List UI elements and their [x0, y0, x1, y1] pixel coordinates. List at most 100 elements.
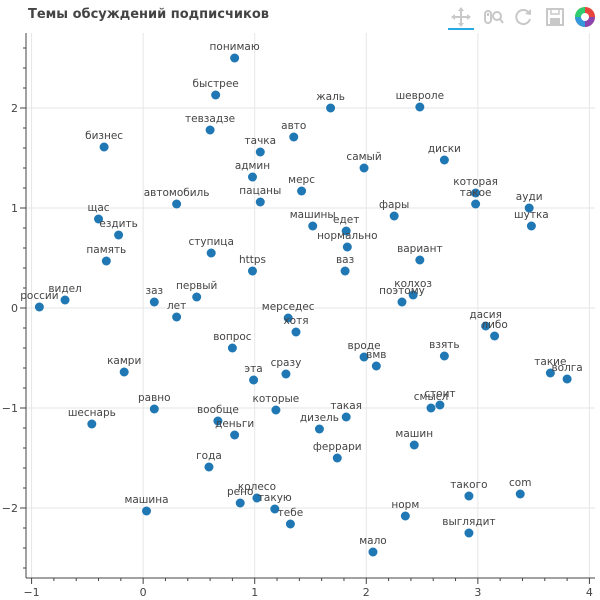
point-label: поэтому [379, 285, 425, 297]
data-point [285, 519, 295, 529]
point-label: вопрос [213, 331, 252, 343]
data-point [524, 203, 534, 213]
data-point [94, 214, 104, 224]
point-label: камри [107, 355, 141, 367]
data-point [291, 327, 301, 337]
point-label: мерседес [262, 301, 315, 313]
save-icon[interactable] [542, 4, 568, 30]
y-tick-label: −1 [2, 402, 18, 415]
point-label: машины [290, 209, 336, 221]
data-point [340, 266, 350, 276]
data-point [172, 199, 182, 209]
data-point [213, 416, 223, 426]
data-point [439, 351, 449, 361]
point-label: деньги [215, 418, 254, 430]
data-point [408, 290, 418, 300]
point-label: такие [534, 356, 566, 368]
data-point [252, 493, 262, 503]
x-tick-label: 1 [251, 586, 258, 599]
point-label: диски [428, 143, 461, 155]
y-tick-label: 1 [11, 202, 18, 215]
point-label: эта [244, 363, 262, 375]
point-label: нормально [317, 230, 378, 242]
data-point [368, 547, 378, 557]
data-point [281, 369, 291, 379]
x-tick-label: 4 [586, 586, 593, 599]
point-label: такого [450, 479, 487, 491]
point-label: https [239, 254, 266, 266]
point-label: фары [379, 199, 409, 211]
point-label: вмв [366, 349, 386, 361]
point-label: волга [551, 362, 582, 374]
point-label: норм [391, 499, 419, 511]
point-label: машин [395, 428, 433, 440]
data-point [464, 528, 474, 538]
data-point [409, 440, 419, 450]
point-label: года [196, 450, 222, 462]
bokeh-logo-icon[interactable] [572, 4, 598, 30]
data-point [172, 312, 182, 322]
point-label: лет [167, 300, 186, 312]
data-point [119, 367, 129, 377]
y-tick-label: 2 [11, 102, 18, 115]
point-label: дизель [300, 412, 339, 424]
point-label: рено [227, 486, 253, 498]
point-label: авто [281, 120, 306, 132]
point-label: взять [429, 339, 459, 351]
data-point [415, 255, 425, 265]
data-point [60, 295, 70, 305]
data-point [99, 142, 109, 152]
point-label: хотя [283, 315, 308, 327]
data-point [481, 321, 491, 331]
point-label: едет [333, 214, 359, 226]
data-point [227, 343, 237, 353]
point-label: смысл [414, 391, 448, 403]
data-point [308, 221, 318, 231]
toolbar [448, 4, 598, 30]
point-label: быстрее [193, 78, 239, 90]
data-point [389, 211, 399, 221]
point-label: которые [253, 393, 300, 405]
data-point [415, 102, 425, 112]
data-point [114, 230, 124, 240]
pan-icon[interactable] [448, 4, 474, 30]
point-label: тебе [278, 507, 304, 519]
point-label: ездить [99, 218, 137, 230]
point-label: самый [346, 151, 381, 163]
data-point [255, 197, 265, 207]
point-label: админ [235, 160, 270, 172]
point-label: равно [138, 392, 171, 404]
point-label: машина [124, 494, 168, 506]
point-label: понимаю [210, 41, 260, 53]
wheel-zoom-icon[interactable] [480, 4, 506, 30]
x-tick-label: 3 [474, 586, 481, 599]
data-point [141, 506, 151, 516]
x-tick-label: 2 [363, 586, 370, 599]
data-point [341, 412, 351, 422]
data-point [206, 248, 216, 258]
point-label: щас [87, 202, 109, 214]
data-point [464, 491, 474, 501]
y-tick-label: 0 [11, 302, 18, 315]
reset-icon[interactable] [510, 4, 536, 30]
data-point [400, 511, 410, 521]
data-point [247, 266, 257, 276]
point-label: такую [258, 492, 292, 504]
point-label: сразу [271, 357, 302, 369]
point-label: колесо [238, 481, 276, 493]
data-point [235, 498, 245, 508]
data-point [371, 361, 381, 371]
data-point [247, 172, 257, 182]
point-label: первый [176, 280, 217, 292]
y-tick-label: −2 [2, 502, 18, 515]
data-point [297, 186, 307, 196]
data-point [332, 453, 342, 463]
data-point [359, 352, 369, 362]
point-label: шевроле [396, 90, 445, 102]
data-point [204, 462, 214, 472]
point-label: россии [20, 290, 58, 302]
point-label: пацаны [239, 185, 281, 197]
point-label: ваз [336, 254, 354, 266]
data-point [255, 147, 265, 157]
